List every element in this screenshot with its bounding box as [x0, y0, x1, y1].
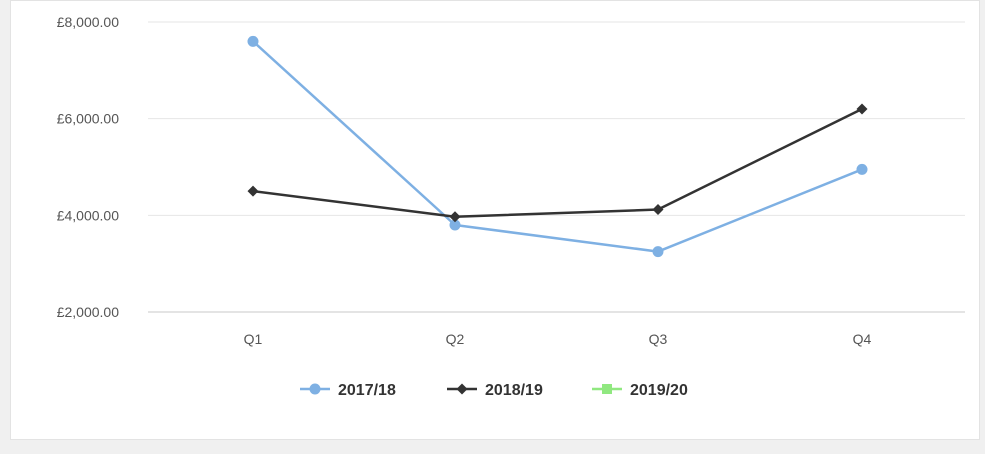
chart-panel — [10, 0, 980, 440]
legend-marker[interactable] — [602, 384, 612, 394]
gridlines — [148, 21, 965, 313]
data-point[interactable] — [247, 35, 259, 47]
y-tick-label: £2,000.00 — [57, 304, 119, 320]
y-axis-ticks: £2,000.00 £4,000.00 £6,000.00 £8,000.00 — [57, 14, 119, 320]
legend-item[interactable]: 2017/18 — [300, 382, 396, 399]
series-line — [252, 107, 863, 219]
data-point[interactable] — [449, 211, 461, 223]
x-tick-label: Q1 — [244, 331, 263, 347]
data-point[interactable] — [856, 103, 868, 115]
legend-marker[interactable] — [456, 383, 468, 395]
x-tick-label: Q2 — [446, 331, 465, 347]
series-2017-18 — [247, 35, 868, 258]
series-line — [252, 40, 863, 253]
data-point[interactable] — [247, 185, 259, 197]
data-point[interactable] — [652, 204, 664, 216]
data-point[interactable] — [449, 219, 461, 231]
x-tick-label: Q3 — [649, 331, 668, 347]
y-tick-label: £8,000.00 — [57, 14, 119, 30]
y-tick-label: £4,000.00 — [57, 207, 119, 223]
x-axis-ticks: Q1 Q2 Q3 Q4 — [244, 331, 872, 347]
legend-label: 2018/19 — [485, 382, 543, 399]
legend-label: 2017/18 — [338, 382, 396, 399]
legend-item[interactable]: 2018/19 — [447, 382, 543, 399]
data-point[interactable] — [652, 246, 664, 258]
legend[interactable]: 2017/18 2018/19 2019/20 — [300, 382, 688, 399]
legend-item[interactable]: 2019/20 — [592, 382, 688, 399]
y-tick-label: £6,000.00 — [57, 111, 119, 127]
legend-label: 2019/20 — [630, 382, 688, 399]
data-point[interactable] — [856, 163, 868, 175]
series-2018-19 — [247, 103, 868, 223]
series-lines — [247, 35, 868, 258]
x-tick-label: Q4 — [853, 331, 872, 347]
legend-marker[interactable] — [309, 383, 321, 395]
